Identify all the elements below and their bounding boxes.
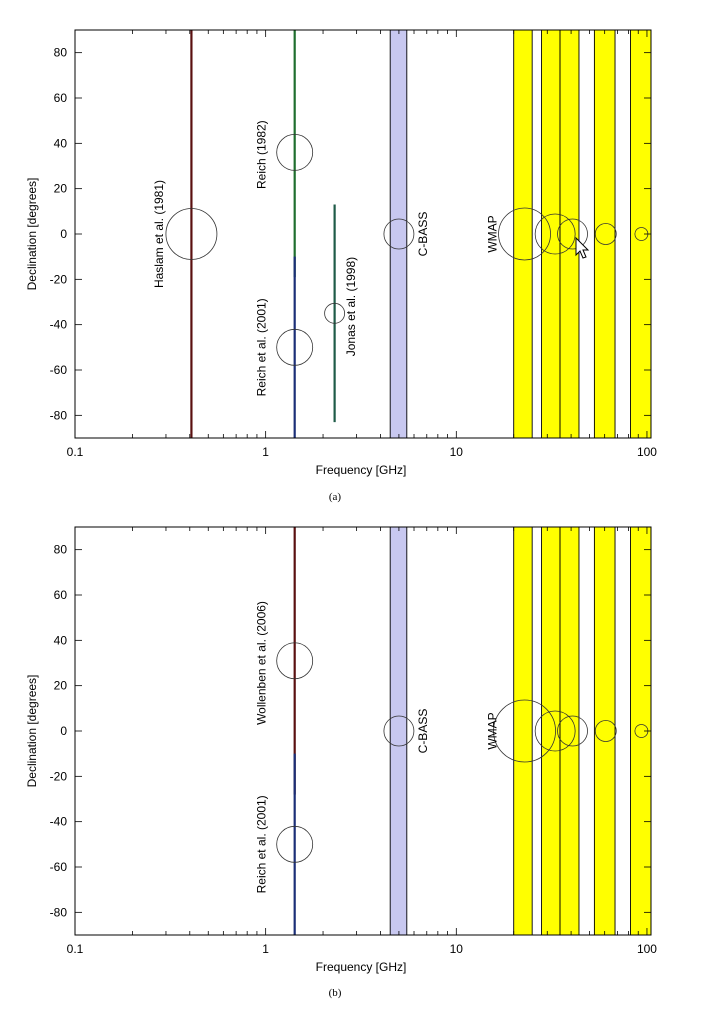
y-tick-label: 20 [54,679,68,693]
survey-annotation: Reich (1982) [255,120,269,189]
beam-circle-1 [276,133,314,171]
y-tick-label: 80 [54,543,68,557]
survey-annotation: Reich et al. (2001) [255,298,269,396]
beam-circle-3 [493,699,556,763]
frequency-band-4 [593,29,616,439]
beam-circle-6 [534,213,576,255]
survey-annotation: Jonas et al. (1998) [344,257,358,356]
x-tick-label: 10 [450,445,464,459]
y-tick-label: 60 [54,588,68,602]
beam-circle-3 [324,302,346,324]
y-axis-label: Declination [degrees] [25,675,39,788]
survey-annotation: C-BASS [416,212,430,257]
y-tick-label: -20 [50,769,68,783]
x-tick-label: 1 [262,942,269,956]
y-tick-label: -40 [50,318,68,332]
survey-annotation: WMAP [485,215,499,252]
y-tick-label: -80 [50,408,68,422]
x-tick-label: 10 [450,942,464,956]
y-tick-label: 60 [54,91,68,105]
y-tick-label: -60 [50,860,68,874]
x-tick-label: 100 [637,942,657,956]
y-tick-label: 0 [60,227,67,241]
y-tick-label: 0 [60,724,67,738]
frequency-band-4 [593,526,616,936]
beam-circle-8 [594,223,617,245]
y-tick-label: 20 [54,182,68,196]
x-tick-label: 1 [262,445,269,459]
x-axis-label: Frequency [GHz] [316,960,407,974]
frequency-band-3 [559,29,580,439]
frequency-band-0 [389,526,408,936]
beam-circle-5 [498,207,551,261]
x-axis-label: Frequency [GHz] [316,463,407,477]
survey-annotation: Haslam et al. (1981) [152,180,166,288]
frequency-band-0 [389,29,408,439]
y-tick-label: -60 [50,363,68,377]
survey-annotation: C-BASS [416,709,430,754]
beam-circle-4 [383,218,415,250]
x-tick-label: 100 [637,445,657,459]
y-tick-label: 40 [54,633,68,647]
beam-circle-1 [276,825,314,863]
survey-annotation: WMAP [485,712,499,749]
mouse-cursor-icon [575,236,590,259]
chart-panel-a: 0.1 1 10 100 80 60 40 20 0 -20 -40 -60 -80 Frequency … [25,29,657,477]
beam-circle-7 [557,218,588,250]
beam-circle-6 [594,720,617,742]
beam-circle-5 [557,715,588,747]
y-tick-label: 80 [54,46,68,60]
x-tick-label: 0.1 [67,942,84,956]
y-tick-label: -80 [50,905,68,919]
panel-a-caption: (a) [329,491,342,503]
y-tick-label: -20 [50,272,68,286]
frequency-band-1 [513,29,533,439]
beam-circle-2 [276,328,314,366]
x-tick-label: 0.1 [67,445,84,459]
beam-circle-0 [165,208,218,260]
y-axis-label: Declination [degrees] [25,178,39,291]
frequency-band-3 [559,526,580,936]
frequency-band-1 [513,526,533,936]
y-tick-label: 40 [54,136,68,150]
beam-circle-0 [276,642,314,680]
beam-circle-4 [534,710,576,752]
chart-panel-b: 0.1 1 10 100 80 60 40 20 0 -20 -40 -60 -80 Frequency … [25,526,657,974]
survey-annotation: Reich et al. (2001) [255,795,269,893]
beam-circle-2 [383,715,415,747]
panel-b-caption: (b) [329,987,342,999]
survey-annotation: Wollenben et al. (2006) [255,601,269,725]
y-tick-label: -40 [50,815,68,829]
